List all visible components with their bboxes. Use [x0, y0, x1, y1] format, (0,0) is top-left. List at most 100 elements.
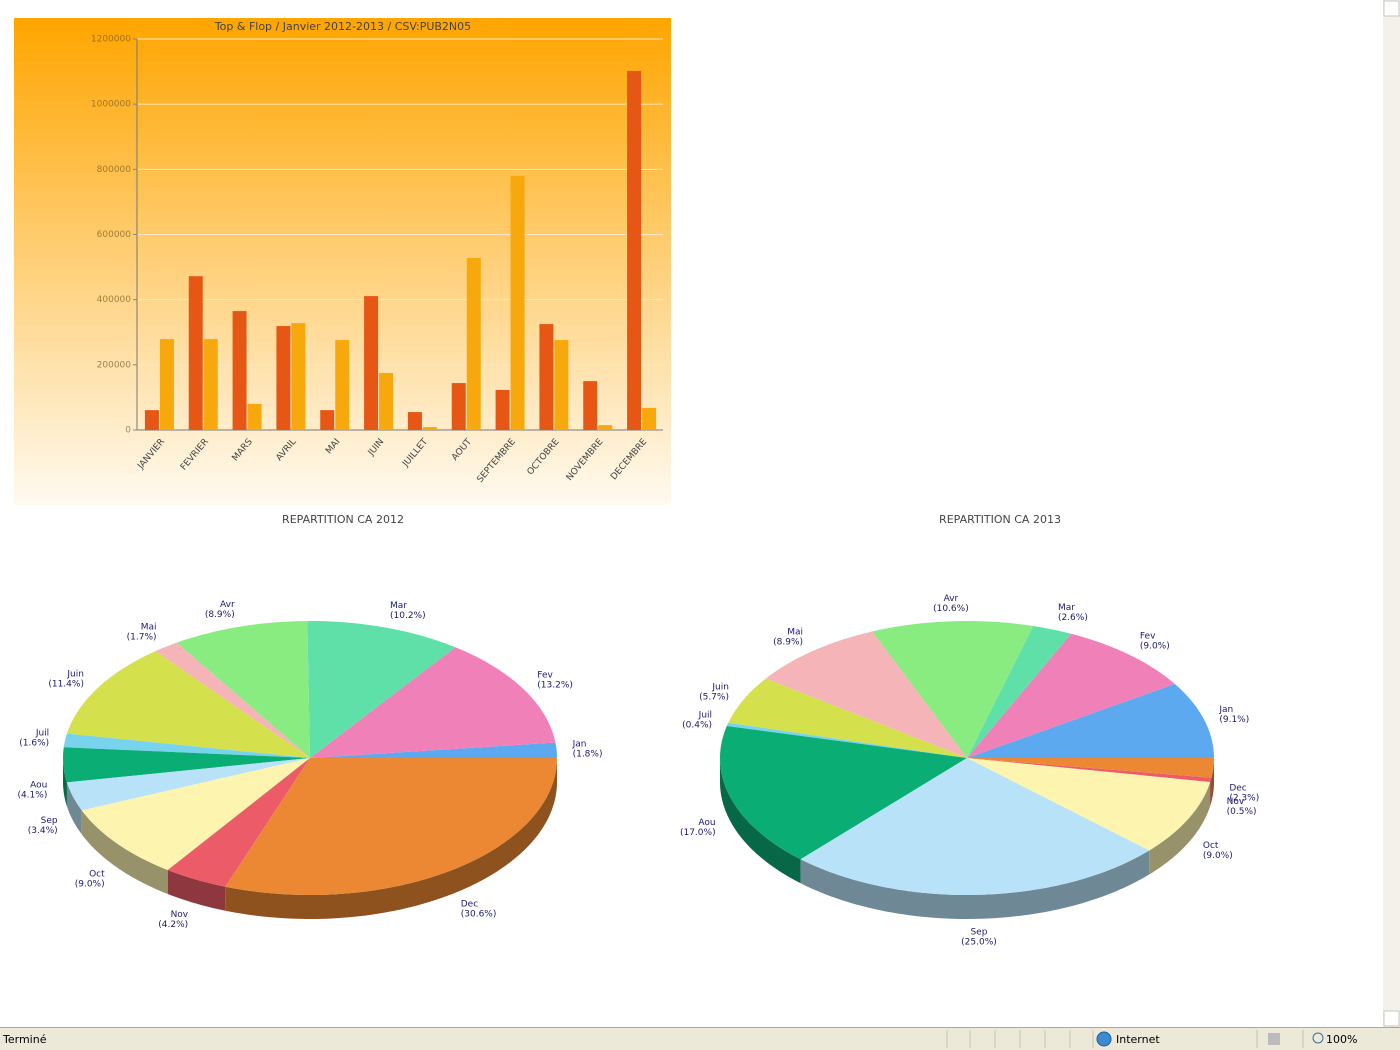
chart-title: REPARTITION CA 2012 — [282, 513, 404, 526]
zoom-text[interactable]: 100% — [1326, 1033, 1357, 1046]
bar — [379, 372, 394, 430]
pie-value-label: (8.9%) — [205, 610, 235, 620]
pie-slice — [310, 647, 556, 758]
pie-slice — [176, 621, 310, 758]
scroll-up[interactable] — [1383, 0, 1400, 17]
pie-slice — [726, 722, 967, 758]
bar — [583, 381, 598, 430]
bar — [247, 403, 262, 430]
pie-value-label: (1.8%) — [573, 750, 603, 760]
pie-slice — [81, 758, 310, 871]
pie-side — [1210, 777, 1212, 806]
pie-label: Dec — [1229, 784, 1246, 794]
pie-value-label: (10.2%) — [390, 611, 426, 621]
pie-label: Juin — [711, 683, 729, 693]
bar — [627, 70, 642, 430]
y-tick-label: 800000 — [97, 165, 132, 175]
pie-value-label: (5.7%) — [699, 693, 729, 703]
pie-value-label: (10.6%) — [933, 604, 969, 614]
pie-label: Oct — [89, 869, 105, 879]
pie-value-label: (8.9%) — [773, 637, 803, 647]
pie-value-label: (25.0%) — [961, 937, 997, 947]
pie-value-label: (30.6%) — [461, 910, 497, 920]
status-separators — [946, 1030, 1304, 1048]
pie-slice — [967, 626, 1072, 758]
pie-side — [1149, 781, 1211, 875]
y-tick-label: 0 — [125, 426, 131, 436]
bar — [495, 389, 510, 430]
pie-label: Aou — [698, 818, 715, 828]
globe-icon — [1096, 1031, 1112, 1047]
pie-side — [1211, 758, 1214, 802]
pie-tops — [63, 621, 557, 895]
pie-label: Fev — [537, 671, 553, 681]
pie-label: Aou — [30, 780, 47, 790]
pie-value-label: (1.6%) — [19, 739, 49, 749]
pie-label: Sep — [970, 927, 987, 937]
bar — [364, 296, 379, 430]
y-tick-label: 400000 — [97, 295, 132, 305]
bar — [554, 340, 569, 430]
pie-value-label: (9.0%) — [75, 879, 105, 889]
pie-label: Jan — [1218, 705, 1233, 715]
status-text: Terminé — [2, 1033, 47, 1046]
bar — [320, 410, 335, 430]
pie-value-label: (3.4%) — [28, 826, 58, 836]
bar — [510, 175, 525, 430]
chart-title: Top & Flop / Janvier 2012-2013 / CSV:PUB… — [214, 20, 471, 33]
pie-labels: Jan(1.8%) Fev(13.2%) Mar(10.2%) Avr(8.9%) Ma… — [17, 600, 602, 930]
pie-value-label: (11.4%) — [48, 679, 84, 689]
bar — [188, 276, 203, 430]
bar — [291, 323, 306, 430]
security-icon[interactable] — [1268, 1033, 1280, 1045]
pie-slice — [967, 758, 1211, 851]
pie-label: Juin — [66, 669, 84, 679]
pie-slice — [967, 758, 1214, 778]
pie-label: Sep — [41, 816, 58, 826]
pie-value-label: (1.7%) — [127, 633, 157, 643]
pie-label: Juil — [35, 729, 49, 739]
y-tick-label: 1000000 — [91, 100, 131, 110]
scrollbar[interactable] — [1383, 0, 1400, 1027]
pie-label: Nov — [171, 910, 189, 920]
pie-slice — [66, 651, 310, 758]
pie-label: Mai — [141, 623, 157, 633]
pie-slice — [728, 678, 967, 758]
pie-value-label: (13.2%) — [537, 681, 573, 691]
pie-side — [63, 758, 67, 807]
bar — [642, 407, 657, 430]
pie-side — [225, 758, 557, 919]
bar — [335, 340, 350, 430]
pie-slice — [155, 642, 310, 758]
pie-label: Mai — [787, 627, 803, 637]
pie-side — [167, 870, 226, 911]
pie-label: Nov — [1227, 797, 1245, 807]
bar-chart-panel — [14, 18, 671, 505]
bar — [422, 427, 437, 430]
chart-title: REPARTITION CA 2013 — [939, 513, 1061, 526]
pie-slice — [967, 758, 1212, 782]
bar — [466, 257, 481, 430]
pie-value-label: (17.0%) — [680, 828, 716, 838]
pie-slice — [967, 633, 1175, 758]
pie-label: Mar — [390, 601, 407, 611]
bar — [276, 326, 291, 430]
bar — [451, 383, 466, 430]
zoom-icon[interactable] — [1312, 1032, 1324, 1044]
pie-value-label: (9.1%) — [1219, 715, 1249, 725]
pie-slice — [872, 621, 1034, 758]
scroll-down[interactable] — [1383, 1010, 1400, 1027]
bar — [144, 410, 159, 430]
pie-label: Juil — [698, 710, 712, 720]
pie-slice — [63, 733, 310, 758]
bar — [598, 425, 613, 430]
pie-value-label: (0.4%) — [682, 720, 712, 730]
pie-slice — [967, 683, 1214, 758]
bar — [539, 324, 554, 430]
pie-value-label: (2.3%) — [1229, 794, 1259, 804]
pie-label: Fev — [1140, 632, 1156, 642]
pie-slice — [307, 621, 456, 758]
pie-slice — [720, 726, 967, 860]
pie-value-label: (4.2%) — [158, 920, 188, 930]
